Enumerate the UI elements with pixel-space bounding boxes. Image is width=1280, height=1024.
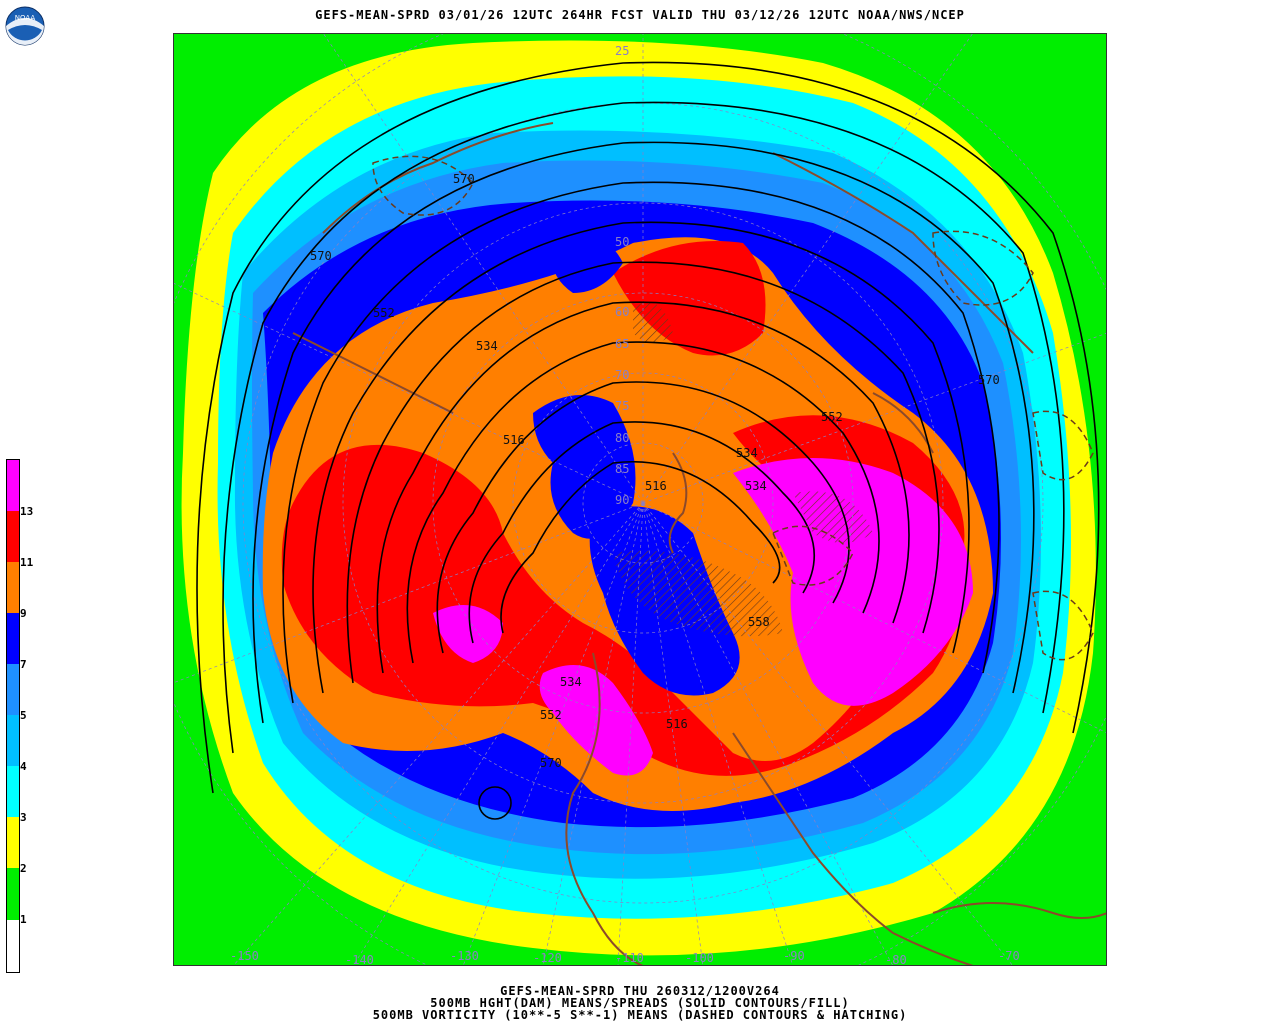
longitude-label: -90 [783, 949, 805, 963]
longitude-label: -120 [533, 951, 562, 965]
colorbar-swatch-2 [6, 817, 20, 868]
forecast-map: 25 50 60 65 70 75 80 85 90 -150 -140 -13… [173, 33, 1107, 966]
latitude-label: 85 [615, 462, 629, 476]
colorbar-label: 7 [20, 658, 27, 671]
latitude-label: 25 [615, 44, 629, 58]
spread-fill-blue-north [550, 231, 623, 293]
contour-label: 570 [978, 373, 1000, 387]
longitude-label: -130 [450, 949, 479, 963]
longitude-label: -110 [615, 951, 644, 965]
contour-label: 516 [666, 717, 688, 731]
spread-fill-blue-center [533, 395, 636, 539]
map-title: GEFS-MEAN-SPRD 03/01/26 12UTC 264HR FCST… [315, 8, 965, 22]
contour-label: 534 [745, 479, 767, 493]
latitude-label: 50 [615, 235, 629, 249]
longitude-label: -70 [998, 949, 1020, 963]
contour-label: 534 [476, 339, 498, 353]
longitude-label: -150 [230, 949, 259, 963]
spread-fill-magenta-east [733, 458, 973, 706]
colorbar-swatch-5 [6, 664, 20, 715]
colorbar-swatch-7 [6, 613, 20, 664]
longitude-label: -140 [345, 953, 374, 966]
footer-line-2: 500MB HGHT(DAM) MEANS/SPREADS (SOLID CON… [430, 996, 850, 1010]
colorbar-swatch-0 [6, 920, 20, 973]
vorticity-hatch [793, 491, 873, 543]
contour-label: 570 [310, 249, 332, 263]
colorbar [6, 459, 20, 973]
contour-label: 534 [736, 446, 758, 460]
colorbar-label: 11 [20, 556, 34, 569]
logo-text: NOAA [15, 14, 36, 22]
latitude-label: 75 [615, 399, 629, 413]
contour-label: 558 [748, 615, 770, 629]
contour-label: 552 [373, 306, 395, 320]
colorbar-label: 3 [20, 811, 27, 824]
colorbar-label: 4 [20, 760, 27, 773]
colorbar-label: 1 [20, 913, 27, 926]
latitude-label: 65 [615, 337, 629, 351]
colorbar-label: 9 [20, 607, 27, 620]
colorbar-swatch-9 [6, 562, 20, 613]
noaa-logo: NOAA [5, 6, 45, 46]
colorbar-label: 5 [20, 709, 27, 722]
footer-line-1: GEFS-MEAN-SPRD THU 260312/1200V264 [500, 984, 780, 998]
footer-line-3: 500MB VORTICITY (10**-5 S**-1) MEANS (DA… [372, 1008, 908, 1022]
latitude-label: 60 [615, 305, 629, 319]
latitude-label: 80 [615, 431, 629, 445]
contour-label: 516 [503, 433, 525, 447]
vorticity-hatch [613, 550, 783, 637]
vorticity-contours [372, 155, 1094, 661]
colorbar-swatch-1 [6, 868, 20, 920]
colorbar-swatch-4 [6, 715, 20, 766]
coastlines [292, 122, 1107, 966]
colorbar-label: 13 [20, 505, 34, 518]
longitude-label: -100 [685, 951, 714, 965]
contour-label: 516 [645, 479, 667, 493]
height-contours [196, 61, 1100, 820]
colorbar-swatch-13 [6, 459, 20, 511]
colorbar-swatch-11 [6, 511, 20, 562]
contour-label: 570 [540, 756, 562, 770]
contour-label: 534 [560, 675, 582, 689]
spread-fill-red [281, 444, 965, 776]
latitude-label: 70 [615, 368, 629, 382]
spread-fill-red-north [613, 241, 766, 356]
contour-label: 552 [821, 410, 843, 424]
contour-label: 570 [453, 172, 475, 186]
colorbar-label: 2 [20, 862, 27, 875]
latitude-label: 90 [615, 493, 629, 507]
contour-label: 552 [540, 708, 562, 722]
longitude-label: -80 [885, 953, 907, 966]
colorbar-swatch-3 [6, 766, 20, 817]
spread-fill-magenta-west [433, 605, 503, 663]
